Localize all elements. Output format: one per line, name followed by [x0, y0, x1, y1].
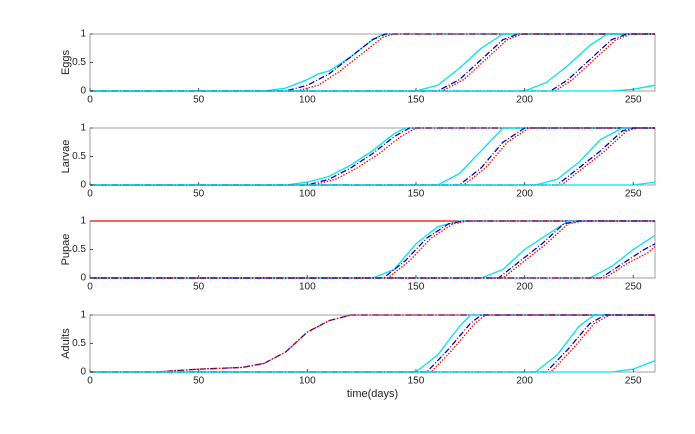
x-tick-label: 0 — [87, 376, 93, 387]
series-line — [90, 220, 655, 279]
y-tick-label: 0.5 — [72, 57, 86, 68]
x-tick-label: 100 — [299, 189, 316, 200]
x-tick-label: 0 — [87, 282, 93, 293]
series-line — [90, 127, 655, 186]
y-tick-label: 0 — [80, 180, 86, 191]
y-axis-label: Pupae — [60, 234, 72, 266]
series-line — [90, 359, 656, 373]
series-line — [90, 127, 655, 186]
series-line — [90, 33, 655, 92]
x-axis-label: time(days) — [347, 388, 398, 400]
x-tick-label: 200 — [516, 189, 533, 200]
x-tick-label: 100 — [299, 282, 316, 293]
y-axis-label: Larvae — [60, 140, 72, 174]
series-line — [90, 33, 655, 92]
series-line — [90, 314, 655, 373]
series-line — [90, 220, 655, 279]
x-tick-label: 200 — [516, 376, 533, 387]
series-line — [90, 314, 655, 373]
series-line — [90, 127, 655, 186]
axes-box — [89, 314, 656, 373]
series-line — [90, 314, 655, 373]
x-tick-label: 0 — [87, 95, 93, 106]
x-tick-label: 50 — [193, 376, 205, 387]
series-line — [90, 127, 655, 186]
axes-box — [89, 127, 656, 186]
axes-box — [89, 220, 656, 279]
series-line — [90, 127, 655, 186]
series-line — [90, 234, 656, 279]
series-line — [90, 246, 656, 279]
x-tick-label: 0 — [87, 189, 93, 200]
y-tick-label: 1 — [80, 29, 86, 40]
series-line — [90, 33, 655, 92]
series-line — [90, 33, 655, 92]
x-tick-label: 100 — [299, 95, 316, 106]
series-line — [90, 220, 655, 279]
series-line — [90, 127, 655, 186]
series-line — [90, 314, 655, 373]
x-tick-label: 250 — [625, 189, 642, 200]
x-tick-label: 150 — [408, 376, 425, 387]
y-tick-label: 1 — [80, 216, 86, 227]
y-tick-label: 0.5 — [72, 338, 86, 349]
series-line — [90, 220, 655, 279]
x-tick-label: 50 — [193, 282, 205, 293]
series-line — [90, 127, 655, 186]
y-tick-label: 0 — [80, 367, 86, 378]
x-tick-label: 150 — [408, 282, 425, 293]
x-tick-label: 50 — [193, 189, 205, 200]
y-axis-label: Adults — [60, 328, 72, 359]
y-axis-label: Eggs — [60, 49, 72, 75]
series-line — [90, 181, 656, 186]
y-tick-label: 0 — [80, 86, 86, 97]
x-tick-label: 250 — [625, 376, 642, 387]
series-line — [90, 314, 655, 373]
y-tick-label: 0.5 — [72, 244, 86, 255]
y-tick-label: 0 — [80, 273, 86, 284]
y-tick-label: 1 — [80, 310, 86, 321]
series-line — [90, 314, 655, 373]
x-tick-label: 100 — [299, 376, 316, 387]
x-tick-label: 250 — [625, 282, 642, 293]
x-tick-label: 200 — [516, 95, 533, 106]
x-tick-label: 50 — [193, 95, 205, 106]
series-line — [90, 84, 656, 92]
series-line — [90, 220, 655, 279]
x-tick-label: 200 — [516, 282, 533, 293]
series-line — [90, 220, 655, 279]
y-tick-label: 0.5 — [72, 151, 86, 162]
x-tick-label: 150 — [408, 95, 425, 106]
series-line — [90, 33, 655, 92]
series-line — [90, 127, 655, 186]
series-line — [90, 314, 655, 373]
series-line — [90, 243, 656, 279]
x-tick-label: 250 — [625, 95, 642, 106]
series-line — [90, 33, 655, 92]
series-line — [90, 127, 655, 186]
series-line — [90, 314, 655, 373]
x-tick-label: 150 — [408, 189, 425, 200]
y-tick-label: 1 — [80, 123, 86, 134]
